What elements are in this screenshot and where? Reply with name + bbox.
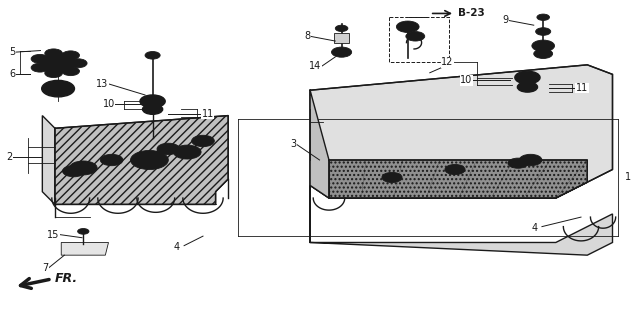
Circle shape [62, 51, 79, 60]
Circle shape [131, 150, 169, 170]
Circle shape [532, 40, 555, 52]
Text: 9: 9 [502, 15, 508, 25]
Circle shape [534, 49, 553, 59]
Circle shape [537, 14, 550, 20]
Circle shape [335, 25, 348, 32]
Circle shape [519, 154, 542, 166]
Circle shape [157, 143, 179, 155]
Polygon shape [310, 90, 329, 198]
Text: 4: 4 [531, 223, 538, 233]
Text: 1: 1 [625, 172, 631, 182]
Text: 12: 12 [441, 57, 454, 67]
Polygon shape [329, 160, 587, 198]
Text: 3: 3 [290, 139, 296, 149]
Text: 15: 15 [47, 229, 60, 240]
Circle shape [148, 107, 158, 112]
Circle shape [537, 43, 550, 49]
Text: 14: 14 [309, 61, 321, 71]
FancyBboxPatch shape [334, 33, 349, 43]
Circle shape [140, 95, 165, 108]
Circle shape [63, 165, 85, 177]
Circle shape [539, 52, 548, 56]
Circle shape [53, 86, 63, 91]
Circle shape [45, 49, 62, 58]
Polygon shape [310, 65, 612, 198]
Polygon shape [55, 116, 228, 204]
Circle shape [146, 98, 159, 105]
Text: 8: 8 [304, 31, 310, 41]
Polygon shape [42, 116, 55, 204]
Circle shape [332, 47, 352, 57]
Circle shape [77, 228, 89, 234]
Text: 10: 10 [460, 75, 472, 85]
Circle shape [31, 54, 49, 63]
Circle shape [75, 164, 91, 172]
Circle shape [70, 59, 87, 68]
Circle shape [521, 74, 534, 81]
Text: B-23: B-23 [458, 8, 484, 19]
Polygon shape [61, 243, 108, 255]
Circle shape [515, 71, 540, 84]
Circle shape [382, 172, 402, 182]
Circle shape [70, 161, 97, 175]
Circle shape [62, 67, 79, 76]
Circle shape [450, 167, 460, 172]
Circle shape [143, 104, 163, 114]
Polygon shape [310, 185, 612, 255]
Circle shape [517, 82, 538, 92]
Circle shape [100, 154, 123, 166]
Circle shape [396, 21, 419, 32]
Text: 10: 10 [103, 100, 115, 109]
Circle shape [387, 175, 397, 180]
Circle shape [31, 63, 49, 72]
Circle shape [536, 28, 551, 35]
Circle shape [42, 80, 74, 97]
Circle shape [508, 158, 528, 168]
Text: 11: 11 [576, 83, 588, 93]
Text: 13: 13 [96, 79, 108, 89]
Circle shape [191, 135, 214, 147]
Circle shape [48, 84, 68, 94]
Circle shape [149, 53, 157, 57]
Text: 6: 6 [9, 69, 15, 79]
Circle shape [47, 58, 70, 69]
Circle shape [337, 50, 347, 55]
Text: 5: 5 [9, 47, 15, 57]
Circle shape [445, 164, 465, 175]
Circle shape [41, 54, 75, 72]
Text: FR.: FR. [55, 271, 78, 284]
Text: 2: 2 [6, 152, 13, 162]
Circle shape [173, 145, 201, 159]
Circle shape [406, 32, 425, 41]
Text: 4: 4 [174, 242, 179, 252]
Circle shape [145, 52, 160, 59]
Text: 11: 11 [202, 109, 214, 119]
Circle shape [513, 161, 523, 166]
Text: 7: 7 [42, 263, 49, 273]
Circle shape [522, 84, 533, 90]
Circle shape [45, 69, 62, 77]
